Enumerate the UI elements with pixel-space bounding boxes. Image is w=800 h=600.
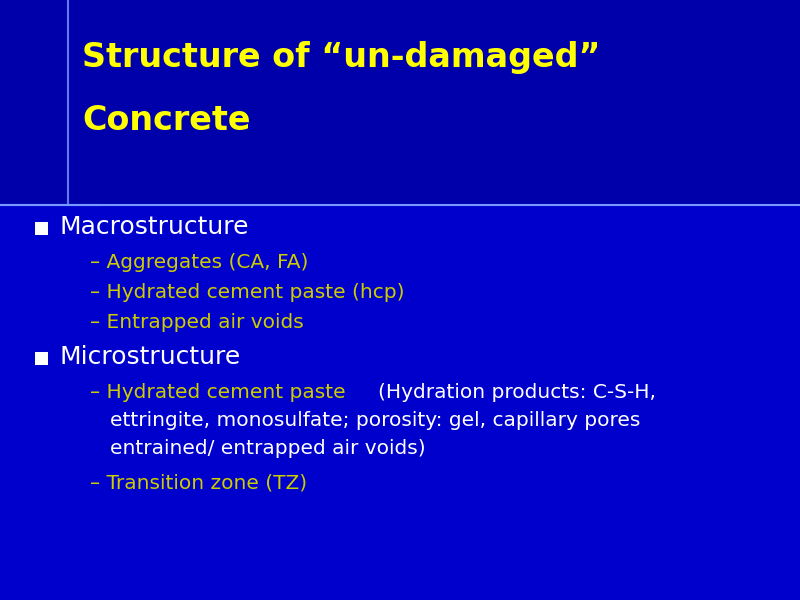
Bar <box>0 205 800 600</box>
Bar <box>0 0 800 205</box>
Text: Microstructure: Microstructure <box>60 345 242 369</box>
Text: – Transition zone (TZ): – Transition zone (TZ) <box>90 473 307 493</box>
Text: (Hydration products: C-S-H,: (Hydration products: C-S-H, <box>378 383 656 403</box>
Text: Concrete: Concrete <box>82 103 250 136</box>
Text: Macrostructure: Macrostructure <box>60 215 250 239</box>
Text: ettringite, monosulfate; porosity: gel, capillary pores: ettringite, monosulfate; porosity: gel, … <box>110 412 640 431</box>
Bar <box>35 352 48 365</box>
Text: – Aggregates (CA, FA): – Aggregates (CA, FA) <box>90 253 308 271</box>
Text: – Hydrated cement paste: – Hydrated cement paste <box>90 383 352 403</box>
Text: entrained/ entrapped air voids): entrained/ entrapped air voids) <box>110 439 426 458</box>
Text: – Entrapped air voids: – Entrapped air voids <box>90 313 304 331</box>
Bar <box>35 222 48 235</box>
Text: Structure of “un-damaged”: Structure of “un-damaged” <box>82 40 601 73</box>
Text: – Hydrated cement paste (hcp): – Hydrated cement paste (hcp) <box>90 283 405 301</box>
